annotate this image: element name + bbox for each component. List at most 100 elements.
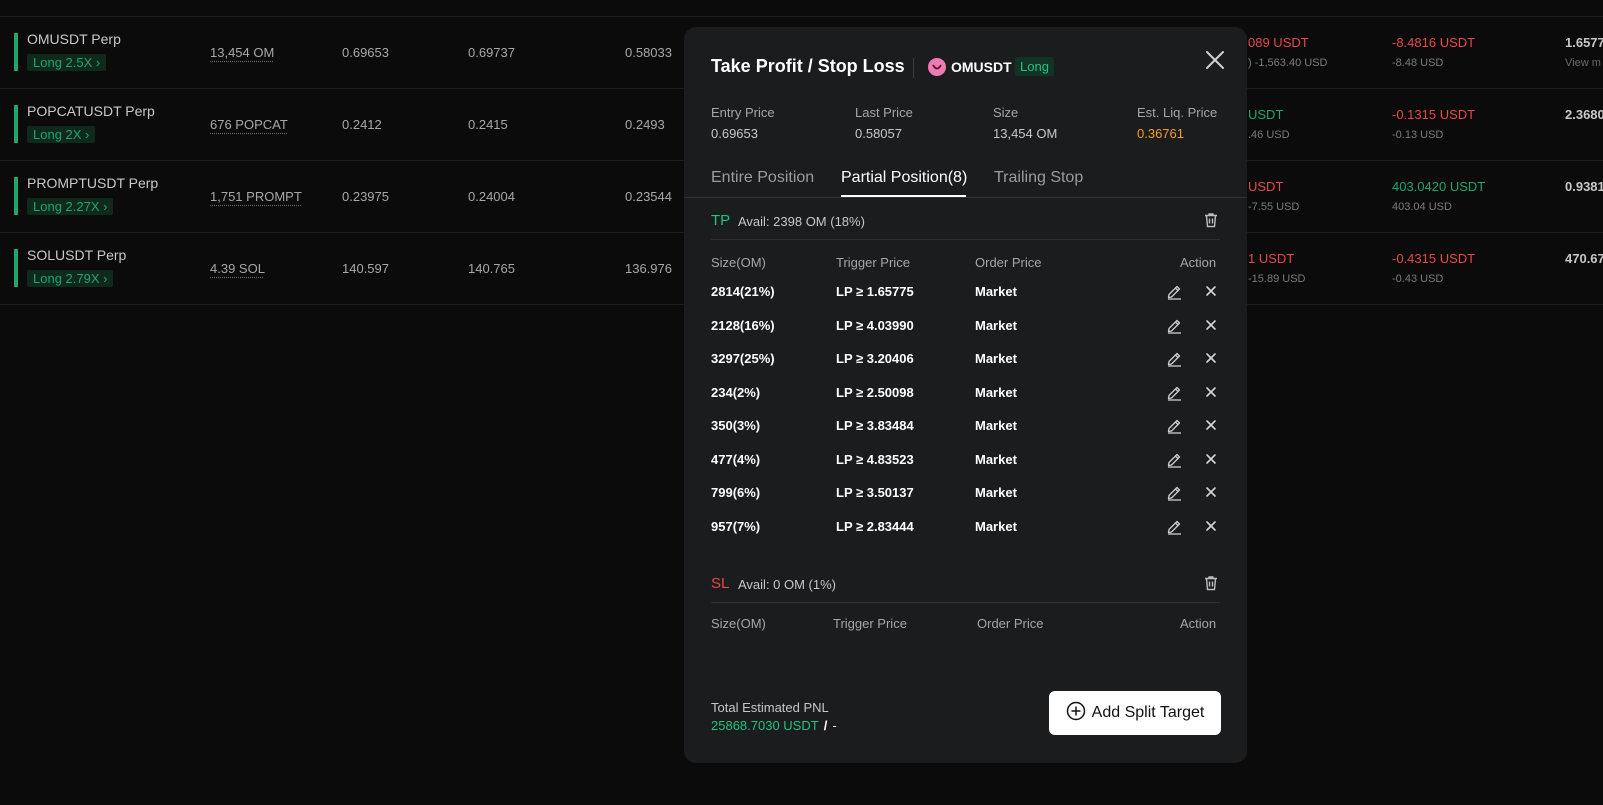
edit-icon[interactable] xyxy=(1166,317,1183,334)
sl-section-header: SL Avail: 0 OM (1%) xyxy=(711,573,1220,603)
entry-price-info: Entry Price 0.69653 xyxy=(711,105,775,141)
row-last-value: 0.9381 xyxy=(1565,179,1603,194)
sl-tag: SL xyxy=(711,575,729,592)
order-size: 2128(16%) xyxy=(711,318,775,333)
col-trigger-price: Trigger Price xyxy=(833,616,907,631)
col-size: Size(OM) xyxy=(711,616,766,631)
close-icon[interactable] xyxy=(1204,519,1218,533)
row-symbol[interactable]: POPCATUSDT Perp xyxy=(27,103,155,119)
tab-entire-position[interactable]: Entire Position xyxy=(711,169,814,187)
row-pnl: 089 USDT xyxy=(1248,35,1309,50)
entry-price-value: 0.69653 xyxy=(711,126,775,141)
row-pnl: USDT xyxy=(1248,107,1283,122)
active-tab-indicator xyxy=(841,195,966,197)
tp-sl-tabs: Entire Position Partial Position(8) Trai… xyxy=(684,165,1247,198)
row-quantity: 4.39 SOL xyxy=(210,261,265,276)
edit-icon[interactable] xyxy=(1166,451,1183,468)
edit-icon[interactable] xyxy=(1166,417,1183,434)
plus-circle-icon xyxy=(1066,701,1086,726)
tp-available: Avail: 2398 OM (18%) xyxy=(738,214,865,229)
row-pnl-usd: -15.89 USD xyxy=(1248,273,1305,285)
liq-price-info: Est. Liq. Price 0.36761 xyxy=(1137,105,1217,141)
row-symbol[interactable]: PROMPTUSDT Perp xyxy=(27,175,158,191)
order-size: 477(4%) xyxy=(711,452,760,467)
col-action: Action xyxy=(1180,616,1216,631)
order-size: 957(7%) xyxy=(711,519,760,534)
order-type: Market xyxy=(975,519,1017,534)
row-roe-usd: -0.13 USD xyxy=(1392,129,1443,141)
edit-icon[interactable] xyxy=(1166,384,1183,401)
row-roe-usd: -0.43 USD xyxy=(1392,273,1443,285)
total-pnl-value: 25868.7030 USDT / - xyxy=(711,718,837,733)
tp-sl-modal: Take Profit / Stop Loss OMUSDT Long Entr… xyxy=(684,27,1247,763)
edit-icon[interactable] xyxy=(1166,484,1183,501)
row-roe-usd: 403.04 USD xyxy=(1392,201,1452,213)
order-size: 234(2%) xyxy=(711,385,760,400)
row-roe: -0.4315 USDT xyxy=(1392,251,1475,266)
order-trigger: LP ≥ 3.83484 xyxy=(836,418,914,433)
order-size: 2814(21%) xyxy=(711,284,775,299)
last-price-info: Last Price 0.58057 xyxy=(855,105,913,141)
row-quantity: 676 POPCAT xyxy=(210,117,288,132)
close-icon[interactable] xyxy=(1204,318,1218,332)
order-size: 3297(25%) xyxy=(711,351,775,366)
close-icon[interactable] xyxy=(1204,452,1218,466)
row-symbol[interactable]: OMUSDT Perp xyxy=(27,31,121,47)
row-liq-price: 0.58033 xyxy=(625,45,672,60)
tab-partial-position[interactable]: Partial Position(8) xyxy=(841,169,967,187)
order-type: Market xyxy=(975,385,1017,400)
title-divider xyxy=(913,58,914,78)
col-trigger-price: Trigger Price xyxy=(836,255,910,270)
close-icon[interactable] xyxy=(1204,49,1226,71)
om-coin-icon xyxy=(928,58,946,76)
size-label: Size xyxy=(993,105,1057,120)
row-quantity: 13,454 OM xyxy=(210,45,274,60)
row-entry-price: 0.69653 xyxy=(342,45,389,60)
edit-icon[interactable] xyxy=(1166,518,1183,535)
liq-price-label: Est. Liq. Price xyxy=(1137,105,1217,120)
order-trigger: LP ≥ 2.83444 xyxy=(836,519,914,534)
tp-order-row: 3297(25%) LP ≥ 3.20406 Market xyxy=(711,344,1220,377)
order-trigger: LP ≥ 2.50098 xyxy=(836,385,914,400)
row-last-sub: View m xyxy=(1565,57,1601,69)
row-mark-price: 140.765 xyxy=(468,261,515,276)
row-leverage[interactable]: Long 2.79X › xyxy=(27,270,113,287)
tp-order-row: 350(3%) LP ≥ 3.83484 Market xyxy=(711,411,1220,444)
order-type: Market xyxy=(975,351,1017,366)
row-liq-price: 136.976 xyxy=(625,261,672,276)
row-liq-price: 0.2493 xyxy=(625,117,665,132)
edit-icon[interactable] xyxy=(1166,283,1183,300)
row-roe: -8.4816 USDT xyxy=(1392,35,1475,50)
row-roe: 403.0420 USDT xyxy=(1392,179,1485,194)
close-icon[interactable] xyxy=(1204,385,1218,399)
tab-trailing-stop[interactable]: Trailing Stop xyxy=(994,169,1083,187)
row-roe: -0.1315 USDT xyxy=(1392,107,1475,122)
close-icon[interactable] xyxy=(1204,418,1218,432)
order-type: Market xyxy=(975,318,1017,333)
close-icon[interactable] xyxy=(1204,351,1218,365)
row-leverage[interactable]: Long 2.5X › xyxy=(27,54,106,71)
row-leverage[interactable]: Long 2X › xyxy=(27,126,95,143)
close-icon[interactable] xyxy=(1204,485,1218,499)
add-split-target-button[interactable]: Add Split Target xyxy=(1049,691,1221,735)
last-price-label: Last Price xyxy=(855,105,913,120)
order-type: Market xyxy=(975,452,1017,467)
total-pnl-separator: / xyxy=(824,718,828,733)
col-action: Action xyxy=(1180,255,1216,270)
col-order-price: Order Price xyxy=(977,616,1043,631)
position-side-badge: Long xyxy=(1015,57,1054,76)
row-pnl: USDT xyxy=(1248,179,1283,194)
modal-symbol: OMUSDT xyxy=(951,59,1012,75)
trash-icon[interactable] xyxy=(1202,574,1220,592)
row-symbol[interactable]: SOLUSDT Perp xyxy=(27,247,126,263)
side-indicator xyxy=(14,249,18,287)
row-pnl-usd: ) -1,563.40 USD xyxy=(1248,57,1327,69)
edit-icon[interactable] xyxy=(1166,350,1183,367)
trash-icon[interactable] xyxy=(1202,211,1220,229)
tp-order-row: 2128(16%) LP ≥ 4.03990 Market xyxy=(711,311,1220,344)
row-leverage[interactable]: Long 2.27X › xyxy=(27,198,113,215)
total-pnl-sl: - xyxy=(832,718,836,733)
add-split-target-label: Add Split Target xyxy=(1092,704,1205,722)
order-trigger: LP ≥ 1.65775 xyxy=(836,284,914,299)
close-icon[interactable] xyxy=(1204,284,1218,298)
